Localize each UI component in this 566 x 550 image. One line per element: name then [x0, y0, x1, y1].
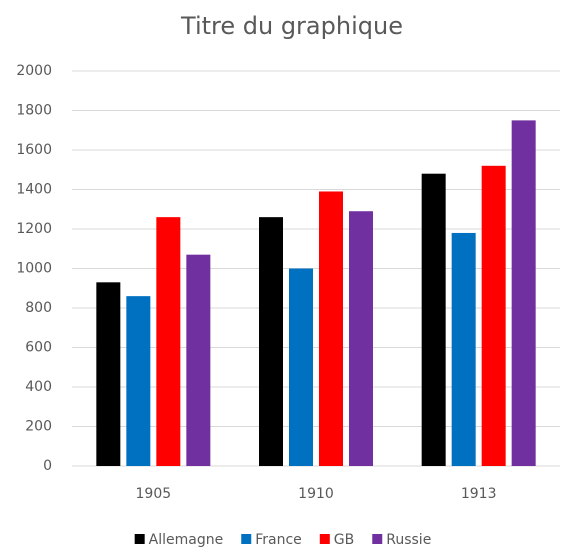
bar [451, 232, 476, 466]
chart-title: Titre du graphique [180, 12, 403, 40]
legend-label: Russie [386, 532, 431, 548]
legend-label: Allemagne [149, 532, 224, 548]
legend-swatch [134, 534, 145, 544]
y-tick-label: 600 [25, 340, 52, 356]
y-tick-label: 1000 [16, 261, 52, 277]
legend-label: France [255, 532, 302, 548]
legend-swatch [372, 534, 383, 544]
bar [421, 173, 446, 466]
y-tick-label: 0 [43, 458, 52, 474]
x-tick-label: 1905 [136, 486, 172, 502]
y-tick-label: 1400 [16, 182, 52, 198]
bar [96, 282, 121, 466]
x-tick-label: 1910 [298, 486, 334, 502]
legend-swatch [319, 534, 330, 544]
bar [289, 268, 313, 466]
bar [319, 191, 343, 466]
x-tick-label: 1913 [461, 486, 497, 502]
bar [186, 254, 211, 466]
y-tick-label: 800 [25, 300, 52, 316]
bar [349, 211, 373, 466]
y-tick-label: 200 [25, 419, 52, 435]
bar [156, 217, 181, 466]
y-tick-label: 1800 [16, 103, 52, 119]
bar [481, 165, 506, 467]
bar [511, 120, 536, 466]
bar [126, 296, 151, 466]
y-tick-label: 1600 [16, 142, 52, 158]
legend-swatch [241, 534, 252, 544]
y-tick-label: 400 [25, 379, 52, 395]
y-tick-label: 1200 [16, 221, 52, 237]
legend-label: GB [334, 532, 354, 548]
bar [259, 217, 283, 466]
y-tick-label: 2000 [16, 63, 52, 79]
